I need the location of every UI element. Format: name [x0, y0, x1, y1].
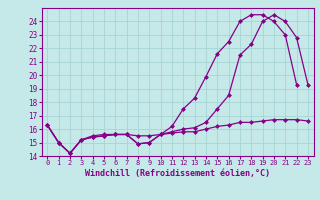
X-axis label: Windchill (Refroidissement éolien,°C): Windchill (Refroidissement éolien,°C): [85, 169, 270, 178]
